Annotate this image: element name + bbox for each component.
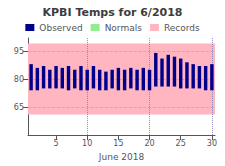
svg-text:Normals: Normals: [105, 23, 143, 33]
svg-text:65: 65: [14, 103, 24, 112]
svg-text:95: 95: [14, 47, 24, 56]
svg-text:KPBI Temps for 6/2018: KPBI Temps for 6/2018: [43, 6, 183, 19]
svg-text:5: 5: [54, 139, 59, 148]
svg-text:20: 20: [144, 139, 154, 148]
svg-text:80: 80: [14, 75, 24, 84]
svg-text:15: 15: [113, 139, 123, 148]
svg-text:25: 25: [176, 139, 186, 148]
svg-text:June 2018: June 2018: [98, 152, 145, 162]
svg-text:Observed: Observed: [39, 23, 82, 33]
svg-text:Records: Records: [164, 23, 200, 33]
svg-text:10: 10: [82, 139, 92, 148]
svg-text:30: 30: [207, 139, 217, 148]
